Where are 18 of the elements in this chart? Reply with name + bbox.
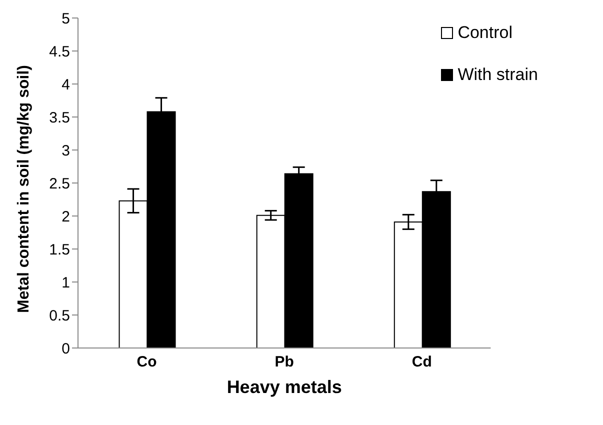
- y-tick-label: 3: [62, 142, 70, 160]
- y-tick-label: 2: [62, 208, 70, 226]
- y-tick-label: 4.5: [49, 43, 70, 60]
- legend-label: Control: [458, 23, 513, 43]
- x-axis-title: Heavy metals: [226, 377, 342, 397]
- x-tick-label: Pb: [274, 354, 294, 371]
- x-tick-label: Co: [136, 354, 157, 371]
- y-tick-label: 1: [62, 274, 70, 292]
- y-tick-label: 2.5: [49, 175, 70, 192]
- y-tick-label: 3.5: [49, 109, 70, 126]
- y-tick-label: 1.5: [49, 241, 70, 258]
- x-tick-label: Cd: [412, 354, 432, 371]
- y-axis-title: Metal content in soil (mg/kg soil): [16, 64, 33, 313]
- legend-label: With strain: [458, 65, 538, 85]
- y-tick-label: 0: [62, 340, 70, 358]
- y-tick-label: 0.5: [49, 307, 70, 324]
- y-tick-label: 5: [62, 10, 70, 28]
- y-tick-label: 4: [62, 76, 70, 94]
